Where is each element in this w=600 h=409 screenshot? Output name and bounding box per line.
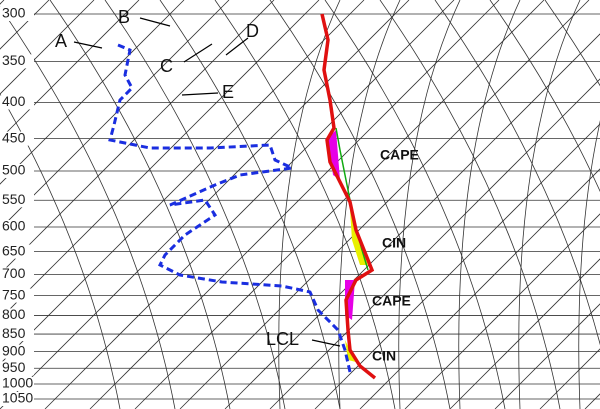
tick-label-bg xyxy=(0,377,34,392)
moist-adiabat xyxy=(398,0,461,409)
y-tick-label: 350 xyxy=(2,52,26,68)
moist-adiabat xyxy=(338,0,401,409)
y-tick-label: 1050 xyxy=(2,390,33,406)
tick-label-bg xyxy=(0,327,34,342)
dry-adiabat xyxy=(434,0,600,346)
isotherm xyxy=(359,168,600,409)
tick-label-bg xyxy=(0,95,34,110)
y-tick-label: 750 xyxy=(2,286,26,302)
dry-adiabat xyxy=(379,0,561,409)
moist-adiabat xyxy=(578,120,600,409)
cape-area xyxy=(328,130,340,180)
tick-label-bg xyxy=(0,131,34,146)
annotation: CAPE xyxy=(380,147,419,163)
y-tick-label: 400 xyxy=(2,93,26,109)
isotherm xyxy=(134,0,545,409)
isotherm xyxy=(0,0,185,185)
tick-label-bg xyxy=(0,7,34,21)
isotherm xyxy=(269,78,600,409)
y-tick-label: 500 xyxy=(2,162,26,178)
temperature-trace xyxy=(320,13,377,380)
y-tick-label: 1000 xyxy=(2,375,33,391)
annotation: D xyxy=(246,21,259,41)
isotherm xyxy=(314,123,600,409)
dry-adiabat xyxy=(269,0,451,409)
annotation-arrows xyxy=(73,17,341,347)
annotation: A xyxy=(55,31,67,51)
tick-label-bg xyxy=(0,193,34,208)
tick-label-bg xyxy=(0,308,34,323)
tick-label-bg xyxy=(0,163,34,178)
y-tick-label: 300 xyxy=(2,5,26,21)
annotation: C xyxy=(160,56,173,76)
tick-label-bg xyxy=(0,361,34,376)
tick-label-bg xyxy=(0,54,34,69)
y-tick-label: 450 xyxy=(2,129,26,145)
y-tick-label: 950 xyxy=(2,359,26,375)
annotation: CAPE xyxy=(372,293,411,309)
tick-label-bg xyxy=(0,288,34,303)
y-tick-label: 850 xyxy=(2,325,26,341)
isotherm xyxy=(404,213,600,409)
isotherm xyxy=(44,0,455,409)
dry-adiabat xyxy=(49,0,231,409)
y-tick-label: 700 xyxy=(2,265,26,281)
isotherm xyxy=(0,0,140,140)
tick-label-bg xyxy=(0,392,34,406)
dry-adiabat xyxy=(0,93,121,409)
isotherm xyxy=(179,0,590,409)
isotherm xyxy=(224,33,600,409)
annotation: CIN xyxy=(382,235,406,251)
tick-label-bg xyxy=(0,267,34,282)
annotation: B xyxy=(118,7,130,27)
annotation: CIN xyxy=(372,348,396,364)
dry-adiabat xyxy=(489,0,600,193)
dewpoint-trace xyxy=(108,43,352,373)
moist-adiabat xyxy=(278,0,341,409)
isotherm xyxy=(0,0,275,275)
y-tick-label: 900 xyxy=(2,342,26,358)
isotherm xyxy=(494,303,600,409)
tick-label-bg xyxy=(0,344,34,359)
y-tick-label: 650 xyxy=(2,242,26,258)
dry-adiabat xyxy=(544,0,600,87)
y-tick-label: 600 xyxy=(2,218,26,234)
isotherm xyxy=(0,0,410,409)
dry-adiabat xyxy=(324,0,506,409)
tick-label-bg xyxy=(0,220,34,235)
moist-adiabat xyxy=(518,0,581,409)
isotherm xyxy=(0,0,320,320)
isotherm xyxy=(449,258,600,409)
dry-adiabat xyxy=(214,0,396,409)
dry-adiabat xyxy=(104,0,286,409)
isotherm xyxy=(89,0,500,409)
y-tick-label: 550 xyxy=(2,191,26,207)
annotation: LCL xyxy=(266,329,299,349)
tick-label-bg xyxy=(0,244,34,259)
y-tick-label: 800 xyxy=(2,306,26,322)
moist-adiabat xyxy=(458,0,521,409)
annotation: E xyxy=(222,82,234,102)
